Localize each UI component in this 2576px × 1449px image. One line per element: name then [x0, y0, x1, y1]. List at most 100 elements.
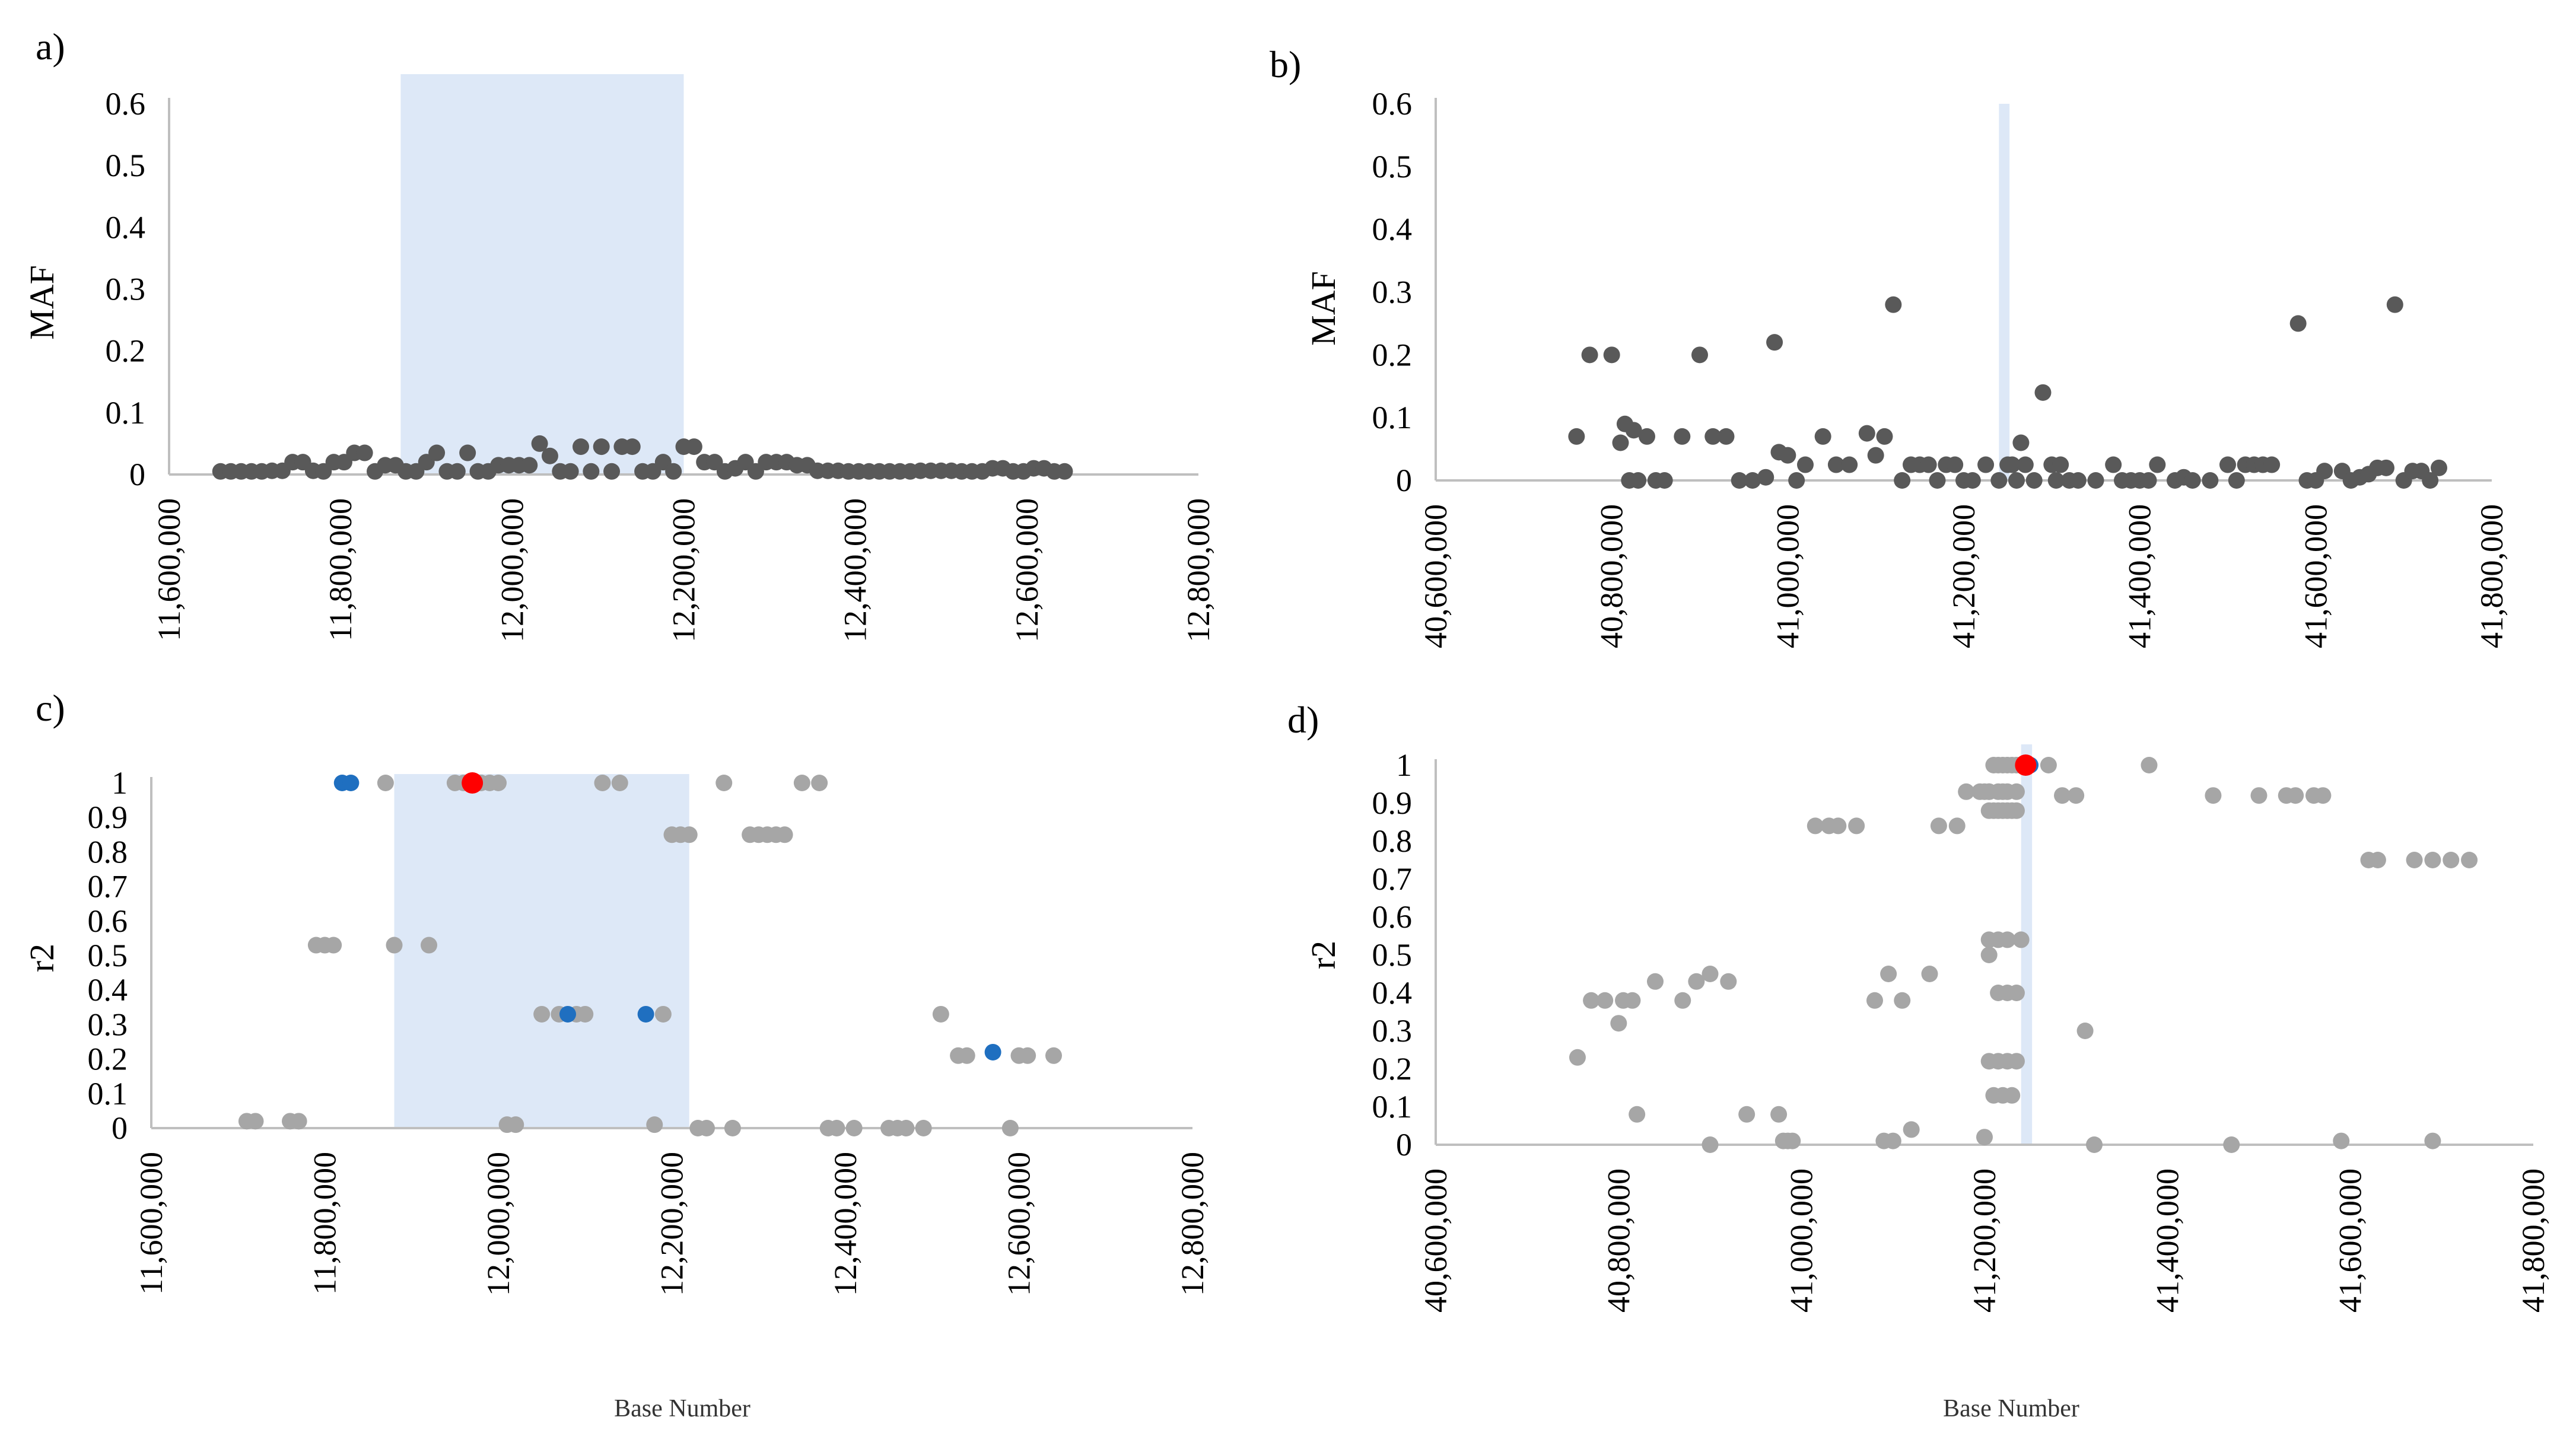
- data-point: [1770, 1106, 1788, 1123]
- panel-a: 0 0.1 0.2 0.3 0.4 0.5 0.6 11,600,000 11,800,000 1…: [23, 26, 1216, 642]
- data-point: [1581, 346, 1598, 364]
- data-point: [2443, 852, 2460, 868]
- data-point: [449, 463, 466, 480]
- data-point: [603, 463, 621, 480]
- data-point: [958, 1047, 975, 1064]
- y-tick-label: 0.3: [1372, 275, 1413, 310]
- data-point: [2289, 315, 2307, 332]
- data-point: [2017, 456, 2034, 473]
- data-point: [1977, 456, 1995, 473]
- data-point: [698, 1120, 715, 1136]
- data-point: [2386, 296, 2403, 313]
- data-point: [1830, 817, 1847, 835]
- data-point: [1001, 1120, 1019, 1136]
- data-point: [1976, 1129, 1993, 1146]
- data-point: [1674, 428, 1691, 445]
- data-point: [1964, 472, 1981, 489]
- data-point: [1569, 1049, 1586, 1066]
- data-point: [845, 1120, 863, 1136]
- x-tick-label: 41,400,000: [2122, 504, 2158, 648]
- data-point: [533, 1005, 551, 1023]
- data-point: [1766, 334, 1783, 351]
- data-point: [1867, 447, 1884, 464]
- data-point: [2141, 757, 2158, 773]
- data-point: [325, 937, 342, 954]
- data-point: [2008, 783, 2025, 800]
- data-point: [1674, 992, 1691, 1009]
- data-point: [1718, 428, 1735, 445]
- x-tick-label: 41,200,000: [1946, 504, 1982, 648]
- data-point: [811, 775, 828, 791]
- data-point: [1827, 456, 1844, 473]
- data-point: [2422, 472, 2439, 489]
- data-point: [1980, 947, 1998, 963]
- x-axis-title: Base Number: [1943, 1395, 2079, 1422]
- data-point: [2069, 472, 2087, 489]
- data-point: [1630, 472, 1647, 489]
- data-point: [2008, 985, 2025, 1001]
- data-point: [1990, 472, 2008, 489]
- data-point: [680, 826, 698, 843]
- data-point: [247, 1113, 264, 1130]
- y-tick-label: 0.1: [88, 1076, 128, 1112]
- data-point: [1807, 817, 1824, 835]
- y-axis-title: MAF: [23, 265, 61, 340]
- data-point: [531, 435, 548, 452]
- x-tick-label: 12,000,000: [481, 1152, 516, 1296]
- x-tick-label: 40,600,000: [1418, 1168, 1454, 1313]
- data-point: [2047, 472, 2065, 489]
- data-point: [1784, 1132, 1801, 1149]
- data-point: [1866, 992, 1883, 1009]
- data-point: [2086, 1136, 2103, 1153]
- y-tick-label: 0: [129, 457, 145, 492]
- y-tick-label: 0.4: [88, 972, 128, 1008]
- data-point: [1920, 456, 1937, 473]
- data-point: [428, 444, 446, 461]
- y-tick-label: 0.8: [1372, 823, 1413, 859]
- data-point: [1999, 931, 2016, 948]
- x-tick-label: 41,800,000: [2515, 1168, 2551, 1313]
- data-point: [1876, 428, 1893, 445]
- data-point: [2316, 463, 2333, 480]
- y-tick-label: 0.4: [1372, 975, 1413, 1011]
- y-tick-label: 0.9: [1372, 785, 1413, 821]
- data-point: [2149, 456, 2166, 473]
- data-point: [724, 1120, 741, 1136]
- y-tick-label: 0: [112, 1110, 128, 1146]
- data-point: [715, 775, 733, 791]
- data-point: [828, 1120, 845, 1136]
- y-tick-label: 0.1: [1372, 400, 1413, 435]
- panel-label: c): [36, 687, 65, 729]
- x-tick-label: 12,800,000: [1175, 1152, 1210, 1296]
- data-point: [2054, 787, 2071, 804]
- panel-label: b): [1270, 43, 1301, 85]
- data-point: [2424, 852, 2441, 868]
- data-point: [1045, 1047, 1062, 1064]
- x-tick-label: 12,600,000: [1001, 1152, 1037, 1296]
- highlight-region: [400, 74, 684, 474]
- y-tick-label: 0.7: [1372, 861, 1413, 897]
- data-point: [1788, 472, 1805, 489]
- data-point: [2202, 472, 2219, 489]
- data-point: [2219, 456, 2236, 473]
- x-tick-label: 40,800,000: [1601, 1168, 1636, 1313]
- data-point: [1583, 992, 1600, 1009]
- data-point: [1797, 456, 1814, 473]
- data-point: [1720, 973, 1737, 990]
- x-tick-label: 11,800,000: [323, 498, 358, 641]
- x-tick-label: 12,400,000: [828, 1152, 863, 1296]
- data-point: [562, 463, 579, 480]
- data-point: [583, 463, 600, 480]
- data-point: [1731, 472, 1748, 489]
- data-point: [2431, 459, 2447, 476]
- y-tick-label: 0.8: [88, 834, 128, 870]
- data-point: [1947, 456, 1964, 473]
- y-tick-label: 0.5: [106, 148, 146, 183]
- data-point: [2034, 384, 2052, 401]
- y-tick-label: 0.5: [1372, 937, 1413, 973]
- data-point: [637, 1005, 654, 1023]
- y-tick-label: 0.6: [1372, 899, 1413, 935]
- data-point: [1688, 973, 1705, 990]
- y-tick-label: 0.2: [106, 333, 146, 369]
- data-point: [521, 457, 538, 474]
